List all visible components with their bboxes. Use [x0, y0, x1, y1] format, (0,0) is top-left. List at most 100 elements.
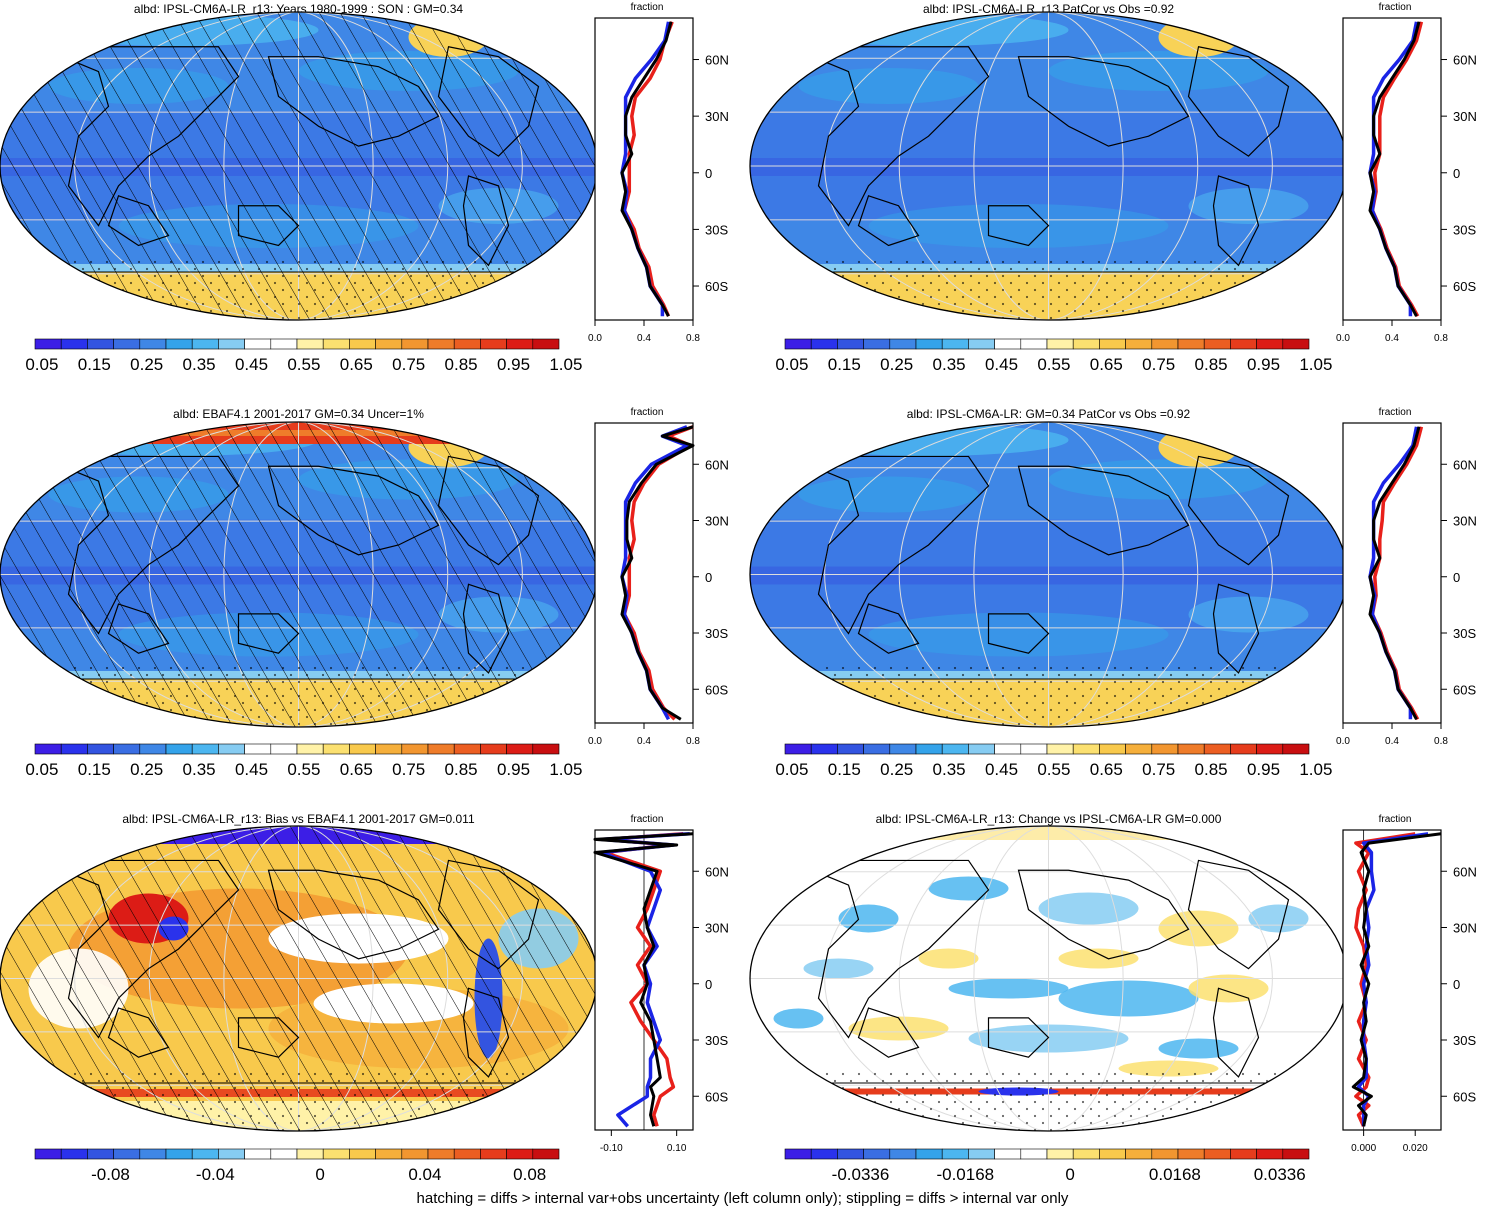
colorbar-tick-label: 0 — [315, 1165, 324, 1184]
colorbar-swatch — [480, 743, 507, 755]
colorbar-swatch — [941, 1148, 969, 1160]
colorbar-tick-label: 0.04 — [408, 1165, 441, 1184]
colorbar-tick-label: 0.85 — [1195, 760, 1228, 779]
profile-frame — [594, 422, 694, 724]
colorbar-swatch — [532, 1148, 560, 1160]
profile-y-label: 0 — [705, 166, 712, 181]
colorbar-swatch — [889, 743, 917, 755]
colorbar-swatch — [863, 743, 891, 755]
colorbar-swatch — [1151, 338, 1179, 350]
profile-y-label: 0 — [705, 570, 712, 585]
profile-y-label: 60N — [705, 864, 729, 879]
map-field — [750, 422, 1347, 727]
colorbar-swatch — [375, 743, 403, 755]
colorbar-swatch — [113, 743, 141, 755]
colorbar-tick-label: 0.95 — [1247, 760, 1280, 779]
colorbar-swatch — [87, 743, 114, 755]
colorbar-swatch — [322, 743, 350, 755]
profile-y-label: 60N — [1453, 457, 1477, 472]
colorbar-tick-label: 0.05 — [775, 355, 808, 374]
colorbar-swatch — [349, 338, 376, 350]
colorbar-swatch — [1230, 338, 1257, 350]
colorbar-swatch — [1256, 338, 1284, 350]
profile-panel-1: fraction 60N 30N 0 30S 60S 0.0 0.4 0.8 — [588, 2, 729, 344]
colorbar-tick-label: 0.75 — [1142, 355, 1175, 374]
colorbar-tick-label: 0.65 — [1090, 355, 1123, 374]
colorbar-swatch — [427, 1148, 455, 1160]
colorbar-swatch — [915, 338, 943, 350]
colorbar-swatch — [244, 338, 272, 350]
profile-title: fraction — [631, 2, 664, 13]
colorbar-6: -0.0336 -0.0168 0 0.0168 0.0336 — [784, 1148, 1310, 1184]
map-field — [750, 826, 1347, 1131]
colorbar-swatch — [218, 743, 245, 755]
profile-line-black — [1351, 832, 1442, 1127]
colorbar-swatch — [1151, 743, 1179, 755]
colorbar-swatch — [244, 1148, 272, 1160]
colorbar-swatch — [1099, 1148, 1126, 1160]
colorbar-swatch — [506, 743, 534, 755]
profile-panel-3: fraction 60N 30N 0 30S 60S 0.0 0.4 0.8 — [588, 407, 729, 747]
colorbar-swatch — [427, 338, 455, 350]
map-stippling — [0, 667, 597, 727]
profile-frame — [1342, 422, 1442, 724]
colorbar-swatch — [863, 1148, 891, 1160]
profile-x-label: 0.0 — [588, 333, 602, 344]
colorbar-tick-label: 1.05 — [549, 355, 582, 374]
colorbar-tick-label: 0.25 — [880, 760, 913, 779]
colorbar-swatch — [1282, 743, 1310, 755]
map-stippling — [750, 260, 1347, 320]
map-field — [0, 422, 597, 727]
colorbar-swatch — [322, 338, 350, 350]
colorbar-tick-label: 0 — [1065, 1165, 1074, 1184]
colorbar-swatch — [889, 1148, 917, 1160]
colorbar-tick-label: 0.25 — [880, 355, 913, 374]
colorbar-tick-label: 0.35 — [183, 760, 216, 779]
map-panel-6: albd: IPSL-CM6A-LR_r13: Change vs IPSL-C… — [749, 812, 1348, 1132]
colorbar-swatch — [349, 1148, 376, 1160]
profile-title: fraction — [1379, 814, 1412, 825]
colorbar-swatch — [218, 338, 245, 350]
colorbar-swatch — [810, 743, 838, 755]
profile-x-label: 0.8 — [686, 736, 700, 747]
colorbar-tick-label: -0.04 — [196, 1165, 235, 1184]
colorbar-swatch — [139, 743, 167, 755]
profile-y-label: 30S — [705, 626, 728, 641]
colorbar-swatch — [34, 1148, 62, 1160]
map-title: albd: EBAF4.1 2001-2017 GM=0.34 Uncer=1% — [173, 407, 424, 421]
profile-y-label: 0 — [1453, 570, 1460, 585]
profile-y-label: 30N — [705, 109, 729, 124]
colorbar-tick-label: 0.75 — [1142, 760, 1175, 779]
colorbar-3: 0.05 0.15 0.25 0.35 0.45 0.55 0.65 0.75 0.85 0.95… — [25, 743, 582, 779]
colorbar-tick-label: 0.45 — [235, 355, 268, 374]
profile-y-label: 30N — [1453, 109, 1477, 124]
colorbar-tick-label: 0.85 — [445, 355, 478, 374]
profile-x-label: 0.4 — [1385, 736, 1399, 747]
colorbar-swatch — [915, 743, 943, 755]
colorbar-tick-label: 0.95 — [1247, 355, 1280, 374]
profile-x-label: 0.4 — [637, 333, 651, 344]
colorbar-swatch — [784, 1148, 812, 1160]
map-panel-3: albd: EBAF4.1 2001-2017 GM=0.34 Uncer=1% — [0, 407, 598, 728]
colorbar-swatch — [837, 743, 864, 755]
colorbar-1: 0.05 0.15 0.25 0.35 0.45 0.55 0.65 0.75 0.85 0.95… — [25, 338, 582, 374]
colorbar-swatch — [1282, 1148, 1310, 1160]
colorbar-swatch — [191, 338, 219, 350]
colorbar-tick-label: 1.05 — [549, 760, 582, 779]
profile-title: fraction — [1379, 407, 1412, 418]
colorbar-swatch — [401, 743, 429, 755]
colorbar-swatch — [532, 743, 560, 755]
colorbar-swatch — [453, 743, 481, 755]
map-field — [0, 826, 597, 1131]
colorbar-swatch — [296, 338, 324, 350]
profile-x-label: 0.8 — [1434, 736, 1448, 747]
colorbar-swatch — [60, 1148, 88, 1160]
profile-title: fraction — [631, 814, 664, 825]
colorbar-tick-label: 0.65 — [340, 355, 373, 374]
colorbar-swatch — [915, 1148, 943, 1160]
colorbar-swatch — [270, 338, 298, 350]
colorbar-swatch — [270, 743, 298, 755]
map-panel-4: albd: IPSL-CM6A-LR: GM=0.34 PatCor vs Ob… — [749, 407, 1348, 728]
colorbar-swatch — [296, 743, 324, 755]
